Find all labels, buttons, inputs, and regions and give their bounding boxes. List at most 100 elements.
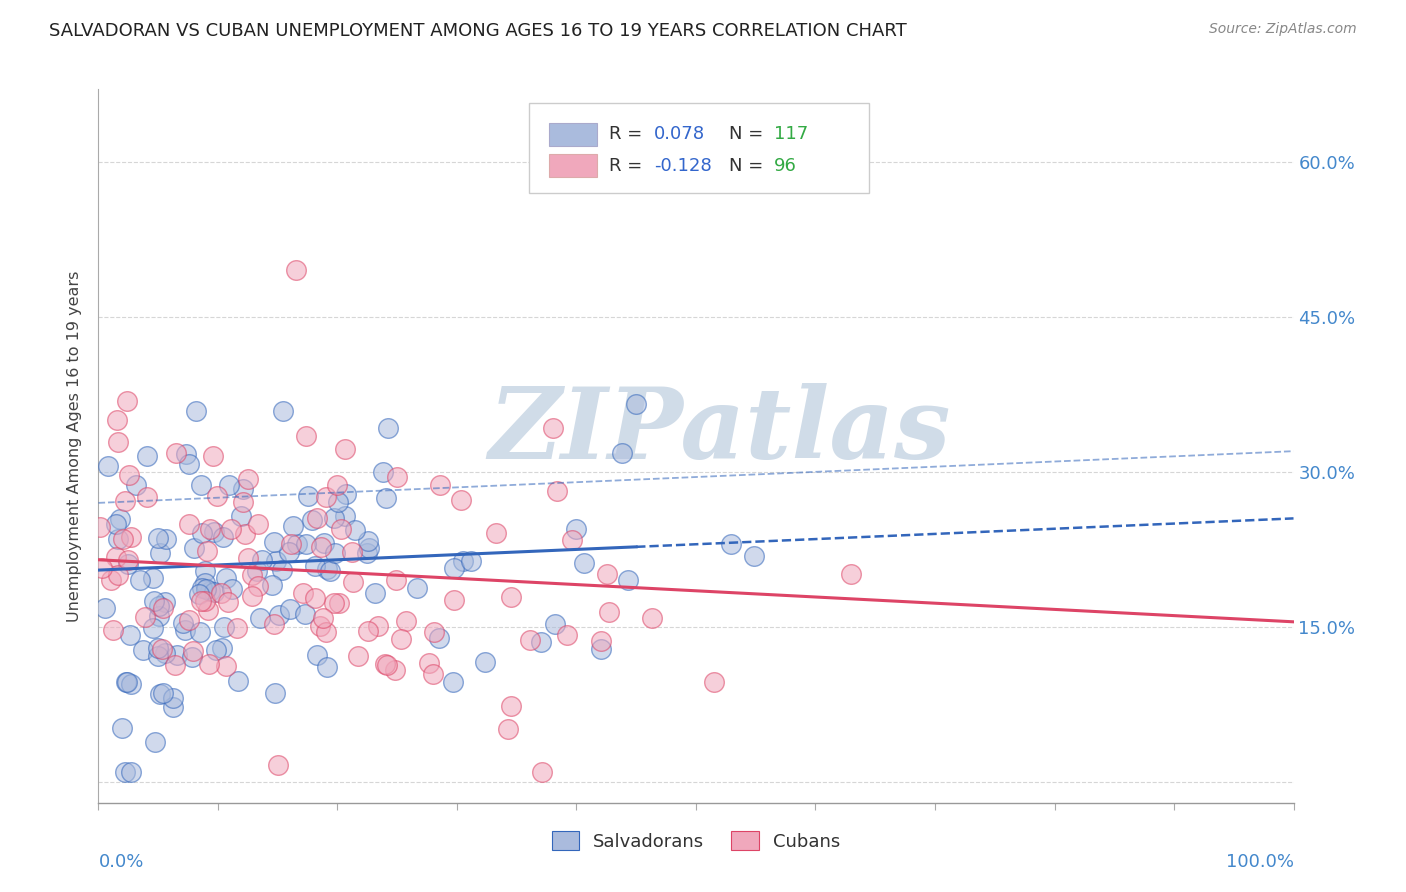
Point	[364, 586, 387, 600]
Point	[427, 631, 450, 645]
Point	[91, 561, 114, 575]
Point	[143, 734, 166, 748]
Point	[263, 534, 285, 549]
Point	[107, 533, 129, 547]
Point	[451, 554, 474, 568]
Point	[142, 571, 165, 585]
Point	[221, 522, 243, 536]
Point	[155, 646, 177, 660]
Point	[385, 573, 408, 587]
FancyBboxPatch shape	[529, 103, 869, 193]
Point	[333, 442, 356, 456]
Point	[205, 489, 228, 503]
Point	[703, 675, 725, 690]
Point	[179, 516, 201, 531]
Point	[195, 582, 218, 597]
Point	[485, 525, 508, 540]
Point	[294, 607, 316, 622]
Point	[544, 616, 567, 631]
Point	[165, 657, 187, 672]
Point	[612, 445, 634, 459]
Point	[319, 564, 342, 578]
Point	[174, 447, 197, 461]
Point	[212, 530, 235, 544]
Point	[143, 594, 166, 608]
Point	[172, 615, 194, 630]
Point	[197, 544, 219, 558]
Point	[304, 591, 326, 606]
Point	[330, 522, 353, 536]
Point	[153, 595, 176, 609]
Point	[100, 573, 122, 587]
Point	[205, 643, 228, 657]
Point	[267, 757, 290, 772]
Point	[184, 404, 207, 418]
Point	[429, 477, 451, 491]
Point	[270, 563, 292, 577]
Point	[105, 550, 128, 565]
Point	[312, 536, 335, 550]
Point	[162, 691, 184, 706]
Point	[356, 546, 378, 560]
Point	[111, 721, 134, 735]
Point	[322, 511, 344, 525]
Point	[530, 764, 553, 779]
Point	[202, 450, 225, 464]
Point	[232, 482, 254, 496]
Point	[377, 421, 399, 435]
Point	[218, 478, 240, 492]
Point	[117, 557, 139, 571]
Point	[194, 576, 217, 591]
Point	[107, 434, 129, 449]
Point	[309, 619, 332, 633]
Point	[561, 533, 583, 547]
Point	[418, 656, 440, 670]
Point	[555, 628, 578, 642]
Point	[177, 457, 200, 471]
Point	[89, 520, 111, 534]
Point	[335, 487, 357, 501]
Point	[443, 593, 465, 607]
Point	[546, 483, 568, 498]
Point	[315, 659, 337, 673]
Point	[260, 578, 283, 592]
Point	[125, 478, 148, 492]
Text: R =: R =	[609, 157, 648, 175]
Point	[165, 446, 187, 460]
Point	[148, 641, 170, 656]
Point	[501, 590, 523, 604]
Point	[357, 624, 380, 638]
Point	[209, 586, 232, 600]
Point	[474, 655, 496, 669]
Point	[148, 608, 170, 623]
Point	[249, 611, 271, 625]
Point	[190, 594, 212, 608]
Point	[422, 624, 444, 639]
Text: 100.0%: 100.0%	[1226, 853, 1294, 871]
Point	[371, 465, 394, 479]
Point	[271, 403, 294, 417]
Point	[240, 590, 263, 604]
Point	[101, 623, 124, 637]
Point	[304, 559, 326, 574]
Point	[598, 605, 620, 619]
Point	[105, 516, 128, 531]
FancyBboxPatch shape	[548, 123, 596, 145]
Point	[325, 477, 347, 491]
Point	[149, 687, 172, 701]
Point	[422, 667, 444, 681]
Point	[215, 571, 238, 585]
Point	[190, 478, 212, 492]
Point	[129, 573, 152, 587]
Point	[316, 562, 339, 576]
Point	[315, 624, 337, 639]
Point	[572, 556, 595, 570]
Point	[117, 553, 139, 567]
Point	[405, 581, 427, 595]
Point	[217, 595, 239, 609]
Point	[441, 674, 464, 689]
Point	[202, 525, 225, 540]
Text: ZIPatlas: ZIPatlas	[489, 384, 950, 480]
Point	[198, 657, 221, 672]
Point	[374, 657, 396, 672]
